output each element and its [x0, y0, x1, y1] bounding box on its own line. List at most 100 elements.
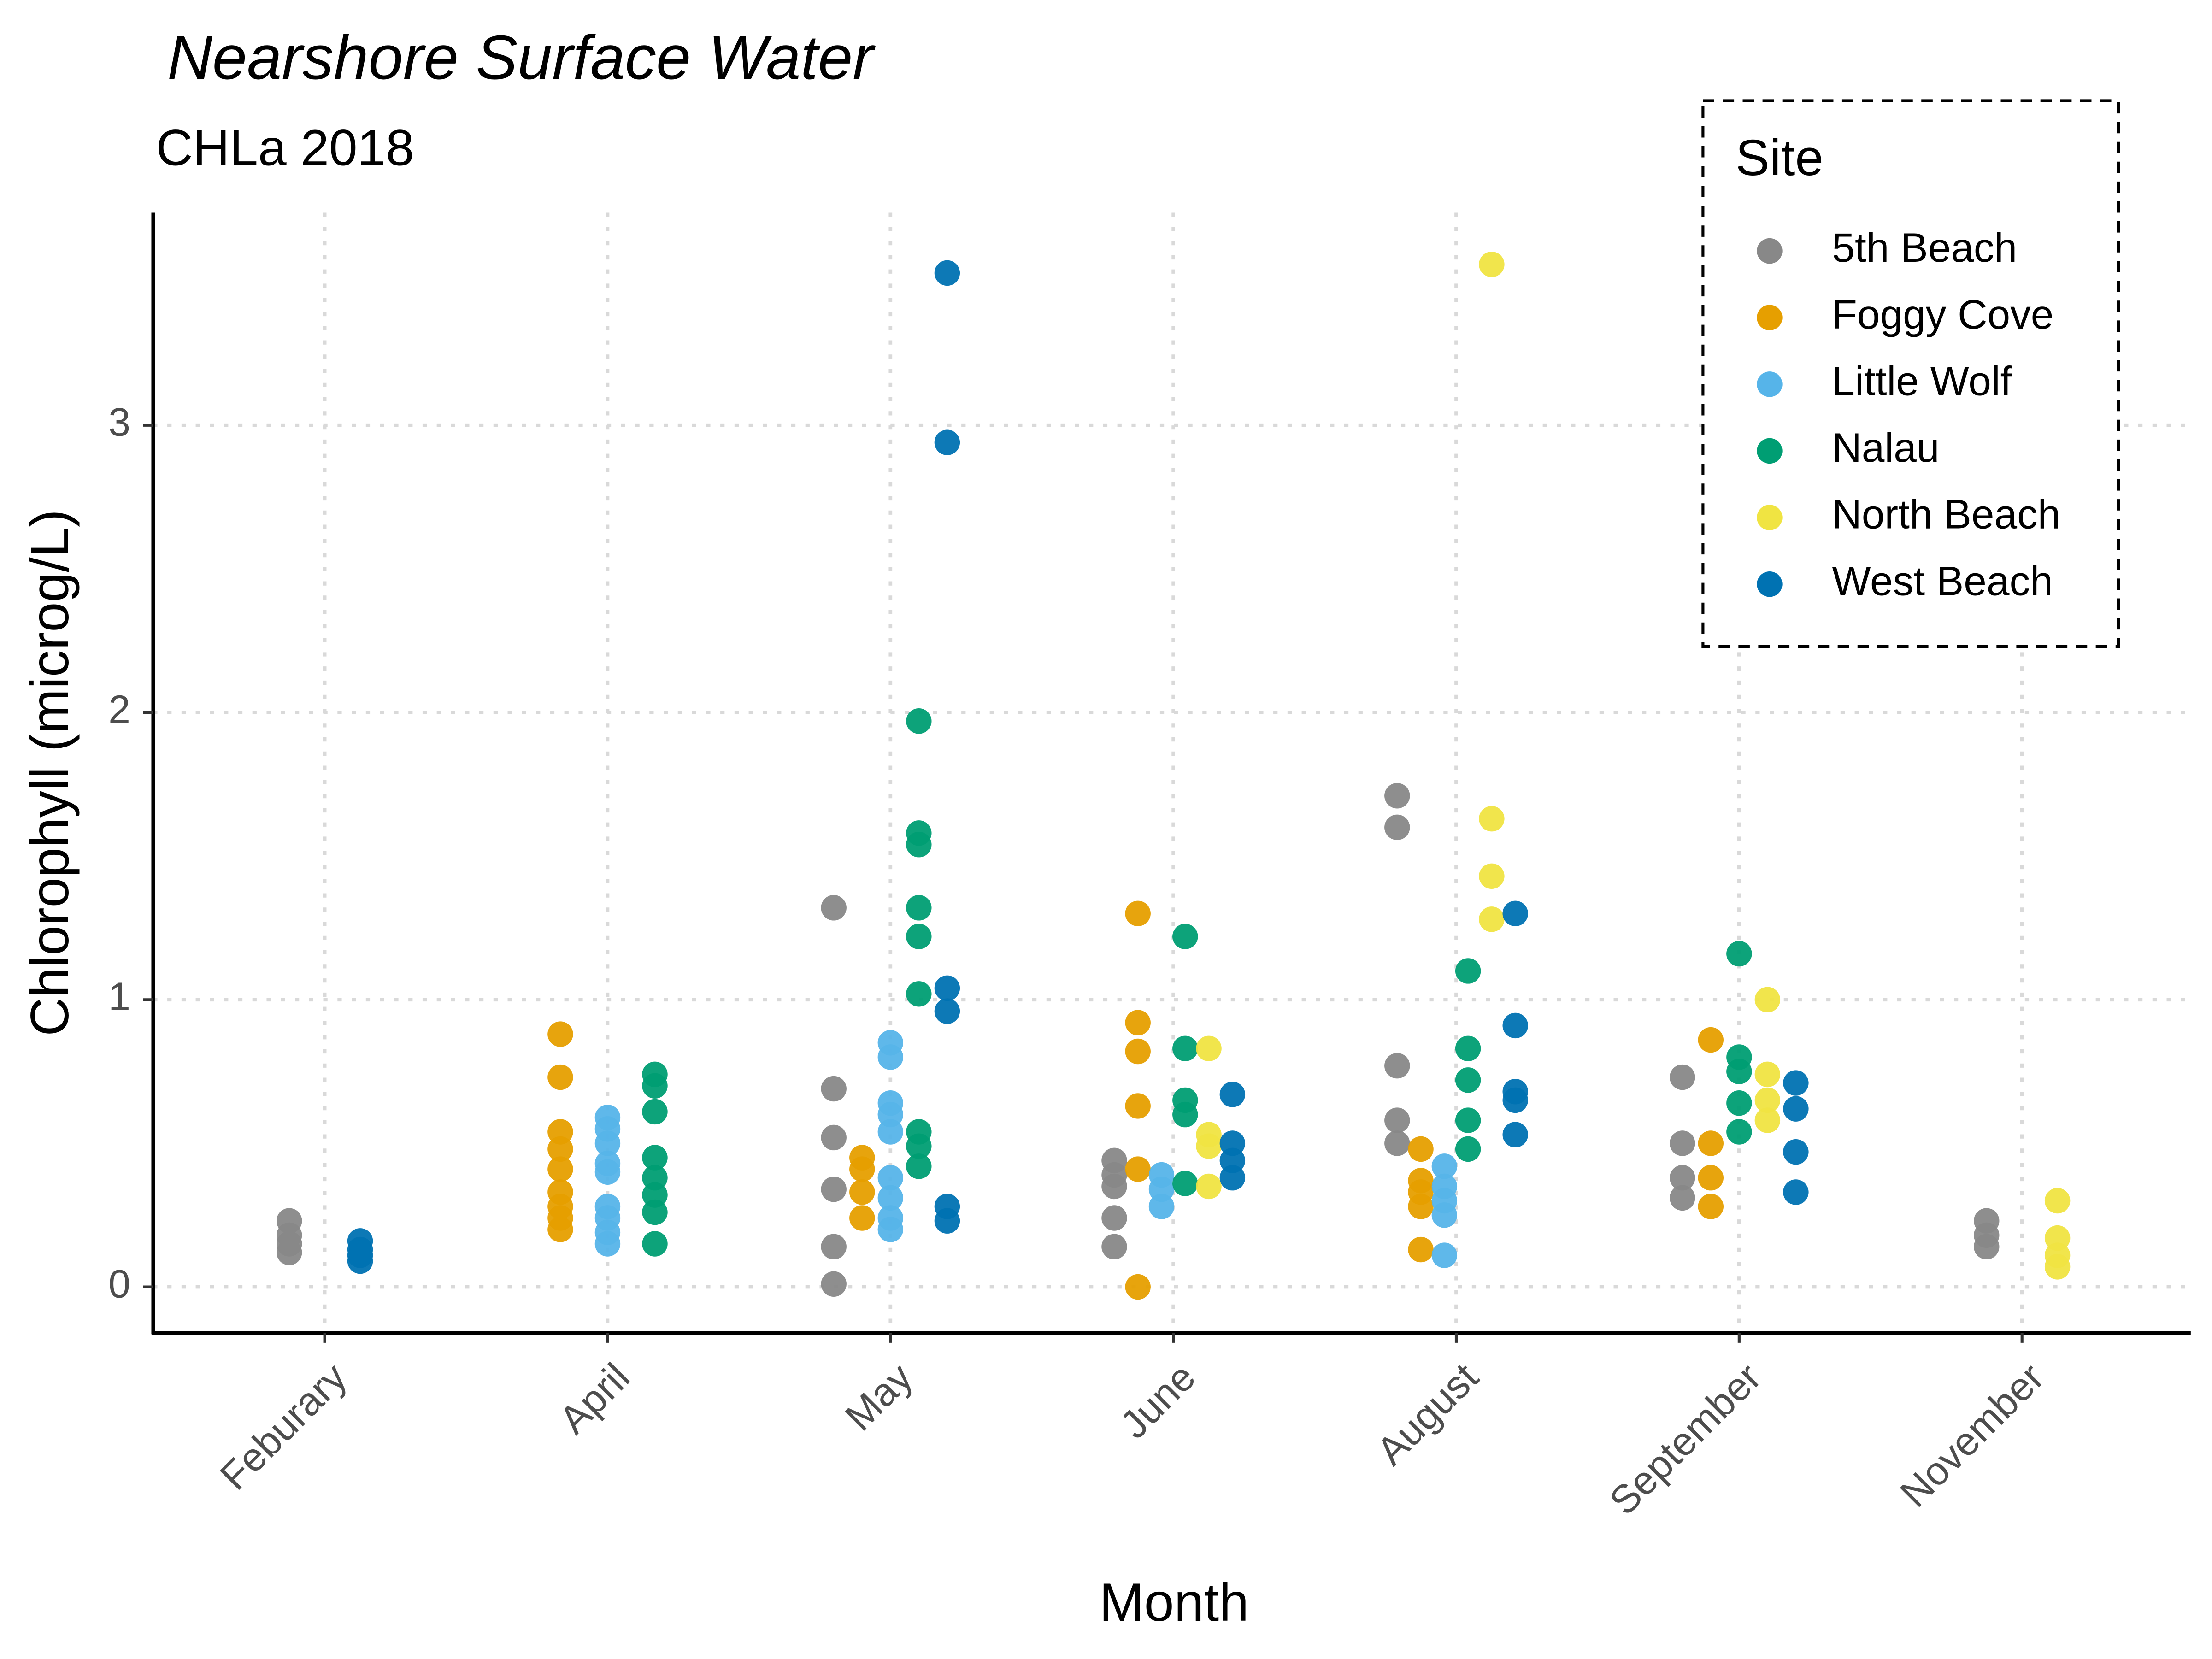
y-axis-label: Chlorophyll (microg/L) [19, 509, 80, 1036]
data-point [1125, 1274, 1151, 1300]
legend-swatch [1757, 305, 1783, 330]
data-point [1196, 1035, 1222, 1061]
marks [276, 252, 2071, 1300]
data-point [1502, 1087, 1528, 1113]
data-point [642, 1099, 668, 1125]
data-point [594, 1159, 621, 1185]
data-point [594, 1130, 621, 1156]
x-axis-label: Month [1099, 1572, 1249, 1632]
data-point [906, 924, 932, 949]
data-point [821, 1234, 847, 1260]
data-point [906, 832, 932, 858]
data-point [1698, 1165, 1724, 1191]
data-point [906, 708, 932, 734]
data-point [1670, 1185, 1695, 1211]
data-point [1670, 1064, 1695, 1090]
data-point [1408, 1194, 1434, 1219]
data-point [642, 1145, 668, 1171]
data-point [1726, 1090, 1752, 1116]
data-point [1455, 958, 1481, 984]
data-point [1196, 1133, 1222, 1159]
data-point [906, 895, 932, 921]
data-point [2044, 1188, 2071, 1214]
data-point [1479, 906, 1505, 932]
data-point [276, 1240, 302, 1265]
data-point [1431, 1242, 1458, 1268]
data-point [1455, 1067, 1481, 1093]
data-point [934, 998, 960, 1024]
data-point [849, 1179, 875, 1205]
data-point [1431, 1153, 1458, 1179]
data-point [1479, 863, 1505, 889]
data-point [1125, 1010, 1151, 1035]
legend-swatch [1757, 505, 1783, 530]
data-point [1754, 1061, 1781, 1088]
data-point [821, 1271, 847, 1297]
data-point [1783, 1096, 1809, 1122]
data-point [1698, 1194, 1724, 1219]
legend-label: Foggy Cove [1832, 291, 2053, 337]
data-point [347, 1248, 373, 1274]
data-point [1431, 1202, 1458, 1228]
data-point [877, 1044, 903, 1070]
y-tick-label: 1 [108, 975, 130, 1019]
data-point [594, 1231, 621, 1257]
data-point [1172, 1171, 1198, 1196]
data-point [1455, 1107, 1481, 1133]
data-point [1172, 1101, 1198, 1128]
data-point [1101, 1205, 1127, 1231]
y-tick-label: 3 [108, 400, 130, 445]
data-point [1502, 1012, 1528, 1039]
data-point [1384, 1107, 1410, 1133]
data-point [1726, 941, 1752, 967]
y-tick-label: 0 [108, 1262, 130, 1306]
legend-label: Little Wolf [1832, 358, 2012, 404]
data-point [1698, 1027, 1724, 1053]
legend-swatch [1757, 238, 1783, 264]
data-point [1670, 1165, 1695, 1191]
legend-title: Site [1735, 129, 1824, 186]
data-point [1219, 1082, 1246, 1107]
legend-swatch [1757, 438, 1783, 464]
data-point [1670, 1130, 1695, 1156]
data-point [934, 260, 960, 286]
data-point [934, 1208, 960, 1234]
data-point [906, 981, 932, 1007]
data-point [906, 1133, 932, 1159]
data-point [1455, 1136, 1481, 1162]
data-point [1101, 1234, 1127, 1260]
data-point [1408, 1136, 1434, 1162]
data-point [1698, 1130, 1724, 1156]
data-point [849, 1205, 875, 1231]
legend: Site 5th Beach Foggy Cove Little Wolf Nalau… [1701, 99, 2120, 648]
data-point [1754, 987, 1781, 1013]
data-point [1479, 252, 1505, 277]
data-point [1125, 900, 1151, 927]
data-point [547, 1156, 573, 1182]
data-point [1384, 1053, 1410, 1079]
legend-label: 5th Beach [1832, 224, 2017, 271]
data-point [547, 1064, 573, 1090]
data-point [934, 429, 960, 455]
data-point [1783, 1139, 1809, 1165]
data-point [1172, 1035, 1198, 1061]
data-point [1726, 1059, 1752, 1084]
data-point [1502, 900, 1528, 927]
data-point [1479, 806, 1505, 832]
data-point [1783, 1070, 1809, 1096]
data-point [2044, 1254, 2071, 1280]
data-point [642, 1073, 668, 1099]
data-point [1754, 1087, 1781, 1113]
legend-label: Nalau [1832, 424, 1939, 471]
data-point [1172, 924, 1198, 949]
data-point [547, 1217, 573, 1242]
data-point [1219, 1165, 1246, 1191]
data-point [1101, 1173, 1127, 1200]
data-point [1502, 1122, 1528, 1147]
data-point [906, 1153, 932, 1179]
data-point [821, 895, 847, 921]
legend-swatch [1757, 571, 1783, 597]
data-point [877, 1185, 903, 1211]
data-point [547, 1136, 573, 1162]
